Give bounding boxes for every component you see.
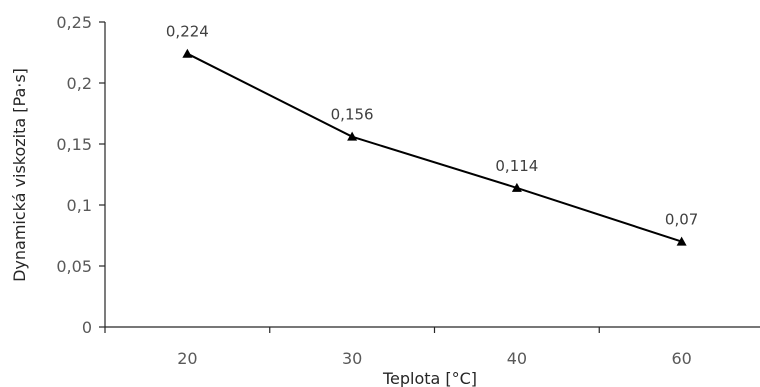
x-tick-label: 40 — [507, 349, 527, 368]
x-axis-ticks: 20 30 40 60 — [104, 327, 692, 368]
y-axis-title: Dynamická viskozita [Pa·s] — [10, 68, 29, 282]
data-point-marker — [676, 236, 687, 246]
series-line — [186, 52, 682, 243]
data-point-marker — [347, 131, 358, 141]
data-labels: 0,224 0,156 0,114 0,07 — [166, 23, 698, 229]
x-tick-label: 60 — [671, 349, 691, 368]
data-label: 0,07 — [665, 211, 698, 229]
data-label: 0,114 — [495, 157, 538, 175]
data-point-marker — [182, 48, 193, 58]
y-tick-label: 0,15 — [56, 135, 92, 154]
series-markers — [182, 48, 687, 246]
y-tick-label: 0,25 — [56, 13, 92, 32]
data-label: 0,156 — [331, 106, 374, 124]
data-label: 0,224 — [166, 23, 209, 41]
y-axis-ticks: 0 0,05 0,1 0,15 0,2 0,25 — [56, 13, 105, 337]
x-tick-label: 30 — [342, 349, 362, 368]
y-tick-label: 0,1 — [67, 196, 92, 215]
data-point-marker — [511, 182, 522, 192]
x-axis-title: Teplota [°C] — [382, 369, 477, 387]
y-tick-label: 0,2 — [67, 74, 92, 93]
y-tick-label: 0 — [82, 318, 92, 337]
y-tick-label: 0,05 — [56, 257, 92, 276]
x-tick-label: 20 — [177, 349, 197, 368]
